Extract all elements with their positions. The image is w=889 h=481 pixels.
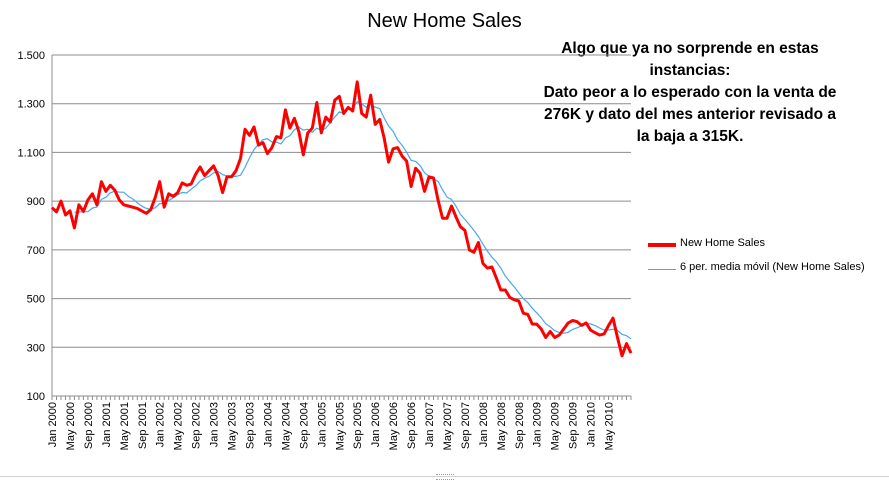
x-tick-label-13: May 2004 bbox=[280, 402, 292, 450]
x-tick-label-28: May 2009 bbox=[550, 402, 562, 450]
annotation-line-4: 276K y dato del mes anterior revisado a bbox=[543, 106, 837, 123]
x-tick-label-12: Jan 2004 bbox=[262, 402, 274, 447]
x-tick-label-10: May 2003 bbox=[227, 402, 239, 450]
legend-label-moving-average: 6 per. media móvil (New Home Sales) bbox=[680, 261, 865, 273]
x-tick-label-11: Sep 2003 bbox=[244, 402, 256, 449]
x-tick-label-26: Sep 2008 bbox=[514, 402, 526, 449]
x-tick-label-30: Jan 2010 bbox=[586, 402, 598, 447]
annotation-line-2: instancias: bbox=[649, 62, 731, 79]
x-tick-label-1: May 2000 bbox=[65, 402, 77, 450]
y-tick-label-0: 100 bbox=[27, 391, 45, 403]
x-tick-label-3: Jan 2001 bbox=[101, 402, 113, 447]
x-tick-label-25: May 2008 bbox=[496, 402, 508, 450]
resize-handle[interactable] bbox=[436, 474, 454, 480]
y-tick-label-4: 900 bbox=[27, 196, 45, 208]
x-tick-label-23: Sep 2007 bbox=[460, 402, 472, 449]
x-tick-label-4: May 2001 bbox=[119, 402, 131, 450]
y-tick-label-2: 500 bbox=[27, 294, 45, 306]
chart-annotation: Algo que ya no sorprende en estas instan… bbox=[520, 38, 860, 148]
annotation-line-3: Dato peor a lo esperado con la venta de bbox=[543, 84, 837, 101]
x-tick-label-21: Jan 2007 bbox=[424, 402, 436, 447]
series-line-moving-average bbox=[74, 100, 632, 340]
x-tick-label-8: Sep 2002 bbox=[191, 402, 203, 449]
y-tick-label-7: 1.500 bbox=[17, 50, 45, 62]
x-tick-label-31: May 2010 bbox=[604, 402, 616, 450]
x-tick-label-20: Sep 2006 bbox=[406, 402, 418, 449]
annotation-line-5: la baja a 315K. bbox=[636, 128, 744, 145]
x-tick-label-17: Sep 2005 bbox=[352, 402, 364, 449]
x-tick-label-27: Jan 2009 bbox=[532, 402, 544, 447]
x-tick-label-22: May 2007 bbox=[442, 402, 454, 450]
chart-title: New Home Sales bbox=[367, 10, 522, 32]
x-tick-label-9: Jan 2003 bbox=[209, 402, 221, 447]
x-tick-label-16: May 2005 bbox=[334, 402, 346, 450]
series-line-new-home-sales bbox=[50, 80, 633, 358]
y-tick-label-6: 1.300 bbox=[17, 99, 45, 111]
legend-swatch-moving-average bbox=[648, 269, 676, 270]
y-tick-label-1: 300 bbox=[27, 342, 45, 354]
legend-label-sales: New Home Sales bbox=[680, 237, 765, 249]
x-tick-label-14: Sep 2004 bbox=[298, 402, 310, 449]
x-tick-label-6: Jan 2002 bbox=[155, 402, 167, 447]
x-tick-label-29: Sep 2009 bbox=[568, 402, 580, 449]
x-tick-label-5: Sep 2001 bbox=[137, 402, 149, 449]
window-bottom-border bbox=[0, 476, 889, 477]
x-tick-label-15: Jan 2005 bbox=[316, 402, 328, 447]
x-tick-label-0: Jan 2000 bbox=[47, 402, 59, 447]
y-tick-label-3: 700 bbox=[27, 245, 45, 257]
x-tick-label-18: Jan 2006 bbox=[370, 402, 382, 447]
x-tick-label-2: Sep 2000 bbox=[83, 402, 95, 449]
legend-swatch-sales bbox=[648, 243, 676, 247]
y-tick-label-5: 1.100 bbox=[17, 147, 45, 159]
x-tick-label-24: Jan 2008 bbox=[478, 402, 490, 447]
annotation-line-1: Algo que ya no sorprende en estas bbox=[561, 40, 819, 57]
x-tick-label-19: May 2006 bbox=[388, 402, 400, 450]
x-tick-label-7: May 2002 bbox=[173, 402, 185, 450]
